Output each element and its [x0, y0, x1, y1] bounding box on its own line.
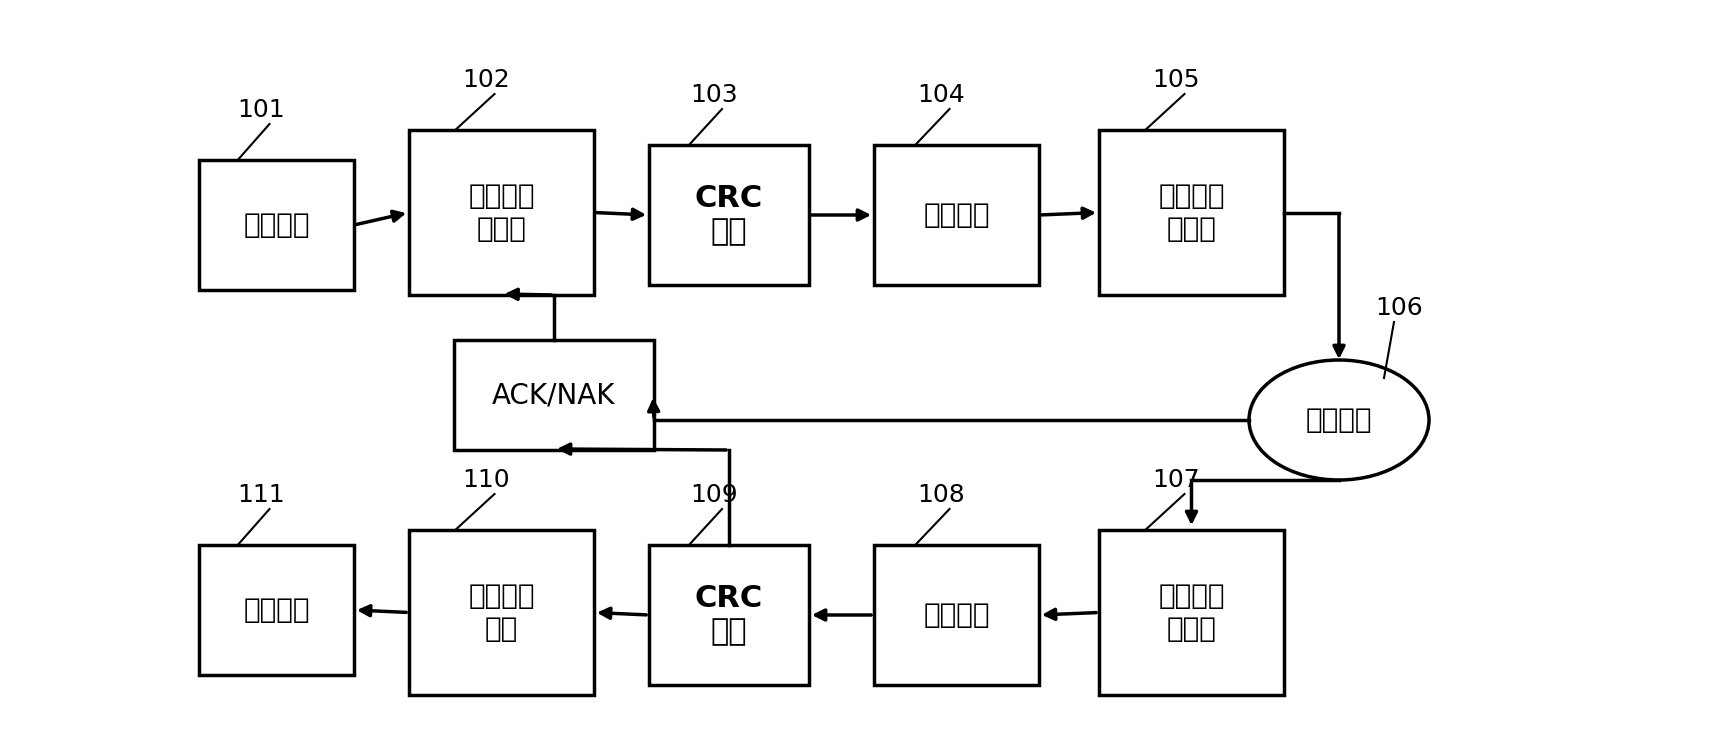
Text: 104: 104	[918, 83, 966, 107]
Text: 107: 107	[1153, 468, 1201, 492]
Text: 自适应速
率匹配: 自适应速 率匹配	[1158, 582, 1225, 643]
Text: 109: 109	[689, 483, 738, 507]
Text: 信道编码: 信道编码	[923, 201, 990, 229]
Text: CRC
校验: CRC 校验	[695, 584, 764, 646]
Bar	[199, 545, 354, 675]
Text: 110: 110	[463, 468, 510, 492]
Text: 102: 102	[463, 68, 510, 92]
Text: 103: 103	[689, 83, 738, 107]
Text: 信源译码: 信源译码	[244, 596, 309, 624]
Text: 编码信道: 编码信道	[1306, 406, 1372, 434]
Bar	[1099, 130, 1284, 295]
Text: 恢复分组
排序: 恢复分组 排序	[468, 582, 534, 643]
Text: 105: 105	[1153, 68, 1201, 92]
Text: 108: 108	[918, 483, 966, 507]
Text: 信道译码: 信道译码	[923, 601, 990, 629]
Text: CRC
编码: CRC 编码	[695, 184, 764, 246]
Bar	[410, 530, 594, 695]
Text: ACK/NAK: ACK/NAK	[492, 381, 615, 409]
Text: 自适应速
率匹配: 自适应速 率匹配	[1158, 182, 1225, 242]
Bar	[199, 160, 354, 290]
Bar	[650, 145, 809, 285]
Text: 106: 106	[1375, 296, 1422, 320]
Text: 101: 101	[238, 98, 285, 122]
Ellipse shape	[1249, 360, 1429, 480]
Bar	[454, 340, 653, 450]
Text: 自适应分
组排序: 自适应分 组排序	[468, 182, 534, 242]
Bar	[874, 145, 1039, 285]
Bar	[874, 545, 1039, 685]
Text: 111: 111	[238, 483, 285, 507]
Text: 信源编码: 信源编码	[244, 211, 309, 239]
Bar	[1099, 530, 1284, 695]
Bar	[650, 545, 809, 685]
Bar	[410, 130, 594, 295]
